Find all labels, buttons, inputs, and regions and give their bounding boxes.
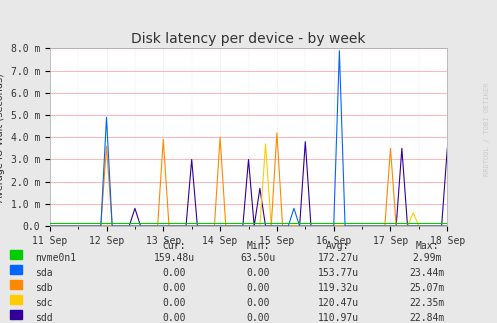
Text: 22.84m: 22.84m: [410, 313, 445, 323]
Text: 63.50u: 63.50u: [241, 253, 276, 263]
Text: 23.44m: 23.44m: [410, 268, 445, 278]
Text: 0.00: 0.00: [162, 313, 186, 323]
Text: sdd: sdd: [35, 313, 52, 323]
Y-axis label: Average IO Wait (seconds): Average IO Wait (seconds): [0, 73, 5, 202]
Text: sdb: sdb: [35, 283, 52, 293]
Text: sda: sda: [35, 268, 52, 278]
Text: 110.97u: 110.97u: [318, 313, 358, 323]
Text: RRDTOOL / TOBI OETIKER: RRDTOOL / TOBI OETIKER: [484, 82, 490, 176]
Text: Avg:: Avg:: [326, 241, 350, 251]
Text: 172.27u: 172.27u: [318, 253, 358, 263]
FancyBboxPatch shape: [10, 265, 22, 274]
Text: 0.00: 0.00: [247, 298, 270, 308]
FancyBboxPatch shape: [10, 250, 22, 259]
Text: 0.00: 0.00: [247, 313, 270, 323]
Text: 0.00: 0.00: [162, 268, 186, 278]
Text: 120.47u: 120.47u: [318, 298, 358, 308]
Text: 0.00: 0.00: [162, 298, 186, 308]
Text: 159.48u: 159.48u: [154, 253, 194, 263]
Text: Min:: Min:: [247, 241, 270, 251]
Text: 0.00: 0.00: [247, 283, 270, 293]
Text: 0.00: 0.00: [162, 283, 186, 293]
Text: Cur:: Cur:: [162, 241, 186, 251]
Text: 0.00: 0.00: [247, 268, 270, 278]
FancyBboxPatch shape: [10, 310, 22, 319]
Text: 22.35m: 22.35m: [410, 298, 445, 308]
FancyBboxPatch shape: [10, 295, 22, 304]
Text: 25.07m: 25.07m: [410, 283, 445, 293]
Text: sdc: sdc: [35, 298, 52, 308]
Text: 2.99m: 2.99m: [413, 253, 442, 263]
Text: nvme0n1: nvme0n1: [35, 253, 76, 263]
Text: Max:: Max:: [415, 241, 439, 251]
Text: 119.32u: 119.32u: [318, 283, 358, 293]
Text: 153.77u: 153.77u: [318, 268, 358, 278]
FancyBboxPatch shape: [10, 280, 22, 289]
Title: Disk latency per device - by week: Disk latency per device - by week: [131, 32, 366, 46]
